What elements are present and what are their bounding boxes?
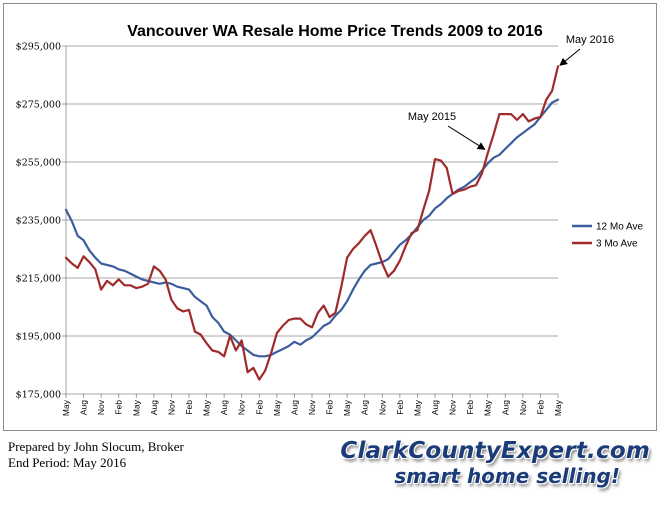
footer-credit: Prepared by John Slocum, Broker End Peri… — [8, 439, 184, 471]
annotation-may-2016: May 2016 — [566, 34, 614, 46]
annotation-may-2015: May 2015 — [408, 111, 456, 123]
x-tick-label: Nov — [237, 399, 247, 415]
chart-frame: Vancouver WA Resale Home Price Trends 20… — [3, 3, 657, 431]
legend-entry: 12 Mo Ave — [596, 222, 644, 233]
annotation-arrow-may-2016 — [559, 48, 581, 66]
chart-title: Vancouver WA Resale Home Price Trends 20… — [127, 23, 543, 40]
x-tick-label: Feb — [254, 400, 264, 415]
x-tick-label: Feb — [184, 400, 194, 415]
x-tick-label: May — [342, 399, 352, 416]
x-tick-label: Feb — [465, 400, 475, 415]
x-tick-label: Aug — [79, 400, 89, 415]
x-tick-label: Feb — [535, 400, 545, 415]
x-tick-label: Feb — [325, 400, 335, 415]
x-tick-label: Nov — [518, 399, 528, 415]
prepared-by-text: Prepared by John Slocum, Broker — [8, 439, 184, 454]
y-tick-label: $195,000 — [16, 332, 61, 343]
series-line-3-mo-ave — [64, 65, 560, 381]
x-tick-label: Aug — [289, 400, 299, 415]
x-tick-label: Nov — [96, 399, 106, 415]
legend-entry: 3 Mo Ave — [596, 239, 638, 250]
series-line-12-mo-ave — [64, 98, 560, 358]
annotation-arrow-may-2015 — [447, 125, 486, 150]
x-tick-label: May — [202, 399, 212, 416]
y-tick-label: $295,000 — [16, 42, 61, 53]
x-tick-label: May — [131, 399, 141, 416]
x-tick-label: Nov — [166, 399, 176, 415]
end-period-text: End Period: May 2016 — [8, 455, 127, 470]
x-tick-label: Feb — [395, 400, 405, 415]
brand-tagline: smart home selling! — [394, 464, 620, 488]
x-tick-label: May — [412, 399, 422, 416]
x-tick-label: Aug — [500, 400, 510, 415]
x-tick-label: Aug — [360, 400, 370, 415]
x-tick-label: Nov — [307, 399, 317, 415]
x-tick-label: Aug — [430, 400, 440, 415]
x-tick-label: May — [272, 399, 282, 416]
x-tick-label: Feb — [114, 400, 124, 415]
x-tick-label: Aug — [149, 400, 159, 415]
x-tick-label: Nov — [448, 399, 458, 415]
y-tick-label: $275,000 — [16, 100, 61, 111]
y-tick-label: $175,000 — [16, 390, 61, 401]
x-tick-label: May — [553, 399, 563, 416]
brand-logo: ClarkCountyExpert.com smart home selling… — [340, 438, 650, 488]
y-tick-label: $215,000 — [16, 274, 61, 285]
x-tick-label: Nov — [377, 399, 387, 415]
brand-name: ClarkCountyExpert.com — [340, 438, 650, 464]
x-tick-label: May — [61, 399, 71, 416]
y-tick-label: $255,000 — [16, 158, 61, 169]
chart-canvas: Vancouver WA Resale Home Price Trends 20… — [16, 23, 644, 416]
x-tick-label: Aug — [219, 400, 229, 415]
y-tick-label: $235,000 — [16, 216, 61, 227]
x-tick-label: May — [483, 399, 493, 416]
